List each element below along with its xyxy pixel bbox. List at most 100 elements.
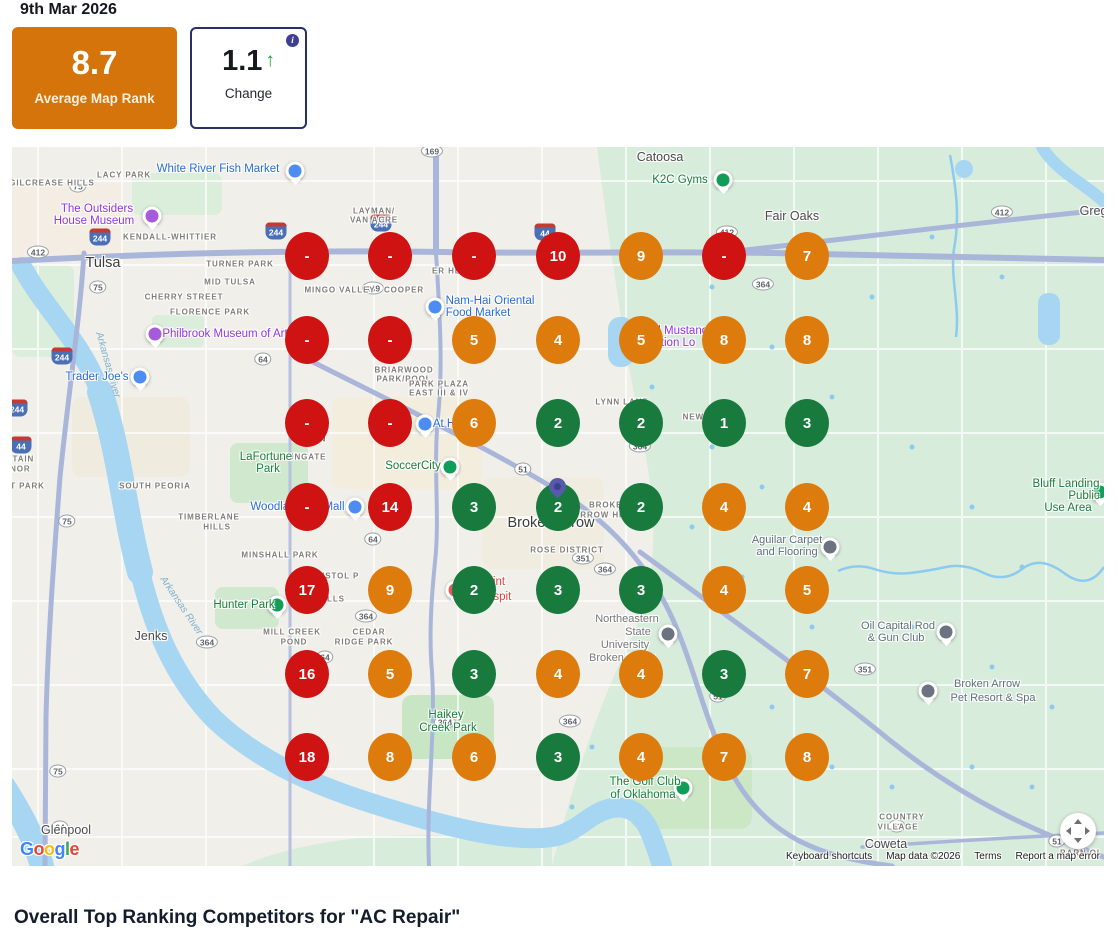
rank-marker[interactable]: 4 <box>536 650 580 698</box>
rank-marker[interactable]: - <box>285 483 329 531</box>
poi-label[interactable]: Haikey <box>428 709 464 721</box>
poi-pin[interactable] <box>658 624 678 644</box>
rank-marker[interactable]: 5 <box>368 650 412 698</box>
rank-marker[interactable]: 4 <box>702 566 746 614</box>
rank-marker[interactable]: 4 <box>702 483 746 531</box>
poi-label[interactable]: Nam-Hai Oriental <box>445 295 535 307</box>
rank-marker[interactable]: 5 <box>619 316 663 364</box>
poi-label[interactable]: Northeastern <box>595 613 659 625</box>
poi-label[interactable]: Broken Arrow <box>953 678 1021 690</box>
rank-marker[interactable]: 5 <box>785 566 829 614</box>
poi-label[interactable]: State <box>625 626 651 638</box>
poi-pin[interactable] <box>820 537 840 557</box>
rank-marker[interactable]: 7 <box>785 232 829 280</box>
rank-marker[interactable]: - <box>368 316 412 364</box>
attribution-link[interactable]: Map data ©2026 <box>886 851 961 862</box>
google-logo[interactable]: Google <box>20 839 80 860</box>
poi-pin[interactable] <box>130 367 150 387</box>
rank-marker[interactable]: 4 <box>619 733 663 781</box>
rank-marker[interactable]: 3 <box>536 566 580 614</box>
poi-label[interactable]: & Gun Club <box>867 632 925 644</box>
attribution-link[interactable]: Terms <box>974 851 1002 862</box>
poi-label[interactable]: Pet Resort & Spa <box>950 692 1036 704</box>
rank-marker[interactable]: - <box>285 399 329 447</box>
poi-label[interactable]: and Flooring <box>756 546 818 558</box>
poi-pin[interactable] <box>142 206 162 226</box>
rank-marker[interactable]: 5 <box>452 316 496 364</box>
rank-marker[interactable]: 7 <box>785 650 829 698</box>
rank-marker[interactable]: 9 <box>368 566 412 614</box>
rank-marker[interactable]: 3 <box>619 566 663 614</box>
rank-marker[interactable]: - <box>702 232 746 280</box>
rank-marker[interactable]: 10 <box>536 232 580 280</box>
rank-marker[interactable]: - <box>368 232 412 280</box>
poi-pin[interactable] <box>345 497 365 517</box>
poi-label[interactable]: Bluff Landing <box>1032 478 1100 490</box>
poi-label[interactable]: of Oklahoma <box>610 789 676 801</box>
rank-marker[interactable]: 18 <box>285 733 329 781</box>
poi-label[interactable]: Trader Joe's <box>65 371 129 383</box>
rank-marker[interactable]: 16 <box>285 650 329 698</box>
poi-pin[interactable] <box>145 324 165 344</box>
poi-label[interactable]: The Outsiders <box>60 203 134 215</box>
poi-label[interactable]: White River Fish Market <box>156 163 280 175</box>
poi-label[interactable]: Creek Park <box>419 722 477 734</box>
rank-marker[interactable]: 6 <box>452 399 496 447</box>
pan-control[interactable] <box>1060 813 1096 849</box>
rank-marker[interactable]: 2 <box>619 399 663 447</box>
poi-pin[interactable] <box>713 170 733 190</box>
attribution-link[interactable]: Report a map error <box>1015 851 1100 862</box>
poi-label[interactable]: Public <box>1068 490 1100 502</box>
poi-label[interactable]: Hunter Park <box>213 599 275 611</box>
poi-label[interactable]: At H <box>432 418 456 430</box>
rank-marker[interactable]: - <box>368 399 412 447</box>
rank-marker[interactable]: 3 <box>452 483 496 531</box>
rank-marker[interactable]: 3 <box>702 650 746 698</box>
poi-label[interactable]: Woodlan <box>250 501 296 513</box>
poi-pin[interactable] <box>1090 482 1104 502</box>
poi-pin[interactable] <box>936 622 956 642</box>
rank-marker[interactable]: 4 <box>785 483 829 531</box>
poi-label[interactable]: SoccerCity <box>385 460 441 472</box>
poi-pin[interactable] <box>918 681 938 701</box>
poi-label[interactable]: LaFortune <box>239 451 293 463</box>
rank-marker[interactable]: 3 <box>536 733 580 781</box>
rank-marker[interactable]: 6 <box>452 733 496 781</box>
rank-marker[interactable]: 8 <box>785 316 829 364</box>
poi-label[interactable]: Use Area <box>1044 502 1092 514</box>
rank-marker[interactable]: 2 <box>619 483 663 531</box>
poi-pin[interactable] <box>673 778 693 798</box>
rank-marker[interactable]: 8 <box>702 316 746 364</box>
poi-label[interactable]: House Museum <box>53 215 135 227</box>
poi-pin[interactable] <box>415 414 435 434</box>
poi-pin[interactable] <box>425 297 445 317</box>
poi-label[interactable]: The Golf Club <box>609 776 681 788</box>
rank-marker[interactable]: 17 <box>285 566 329 614</box>
poi-label[interactable]: Food Market <box>445 307 511 319</box>
poi-label[interactable]: K2C Gyms <box>652 174 708 186</box>
rank-marker[interactable]: 2 <box>452 566 496 614</box>
poi-label[interactable]: Park <box>256 463 280 475</box>
rank-marker[interactable]: 7 <box>702 733 746 781</box>
map-canvas[interactable]: Arkansas River Arkansas River 75 75 75 75 16… <box>12 147 1104 866</box>
rank-marker[interactable]: 3 <box>785 399 829 447</box>
rank-marker[interactable]: 1 <box>702 399 746 447</box>
rank-marker[interactable]: - <box>285 316 329 364</box>
poi-label[interactable]: University <box>600 639 650 651</box>
poi-pin[interactable] <box>267 595 287 615</box>
rank-marker[interactable]: 9 <box>619 232 663 280</box>
rank-marker[interactable]: 3 <box>452 650 496 698</box>
rank-marker[interactable]: 4 <box>536 316 580 364</box>
rank-marker[interactable]: - <box>452 232 496 280</box>
rank-marker[interactable]: 8 <box>368 733 412 781</box>
rank-marker[interactable]: 4 <box>619 650 663 698</box>
rank-marker[interactable]: 8 <box>785 733 829 781</box>
attribution-link[interactable]: Keyboard shortcuts <box>786 851 873 862</box>
poi-label[interactable]: ld Mustang <box>651 325 709 337</box>
poi-pin[interactable] <box>285 161 305 181</box>
rank-marker[interactable]: 2 <box>536 399 580 447</box>
poi-label[interactable]: Oil Capital Rod <box>861 620 935 632</box>
poi-label[interactable]: Philbrook Museum of Art <box>162 328 288 340</box>
rank-marker[interactable]: - <box>285 232 329 280</box>
rank-marker[interactable]: 14 <box>368 483 412 531</box>
